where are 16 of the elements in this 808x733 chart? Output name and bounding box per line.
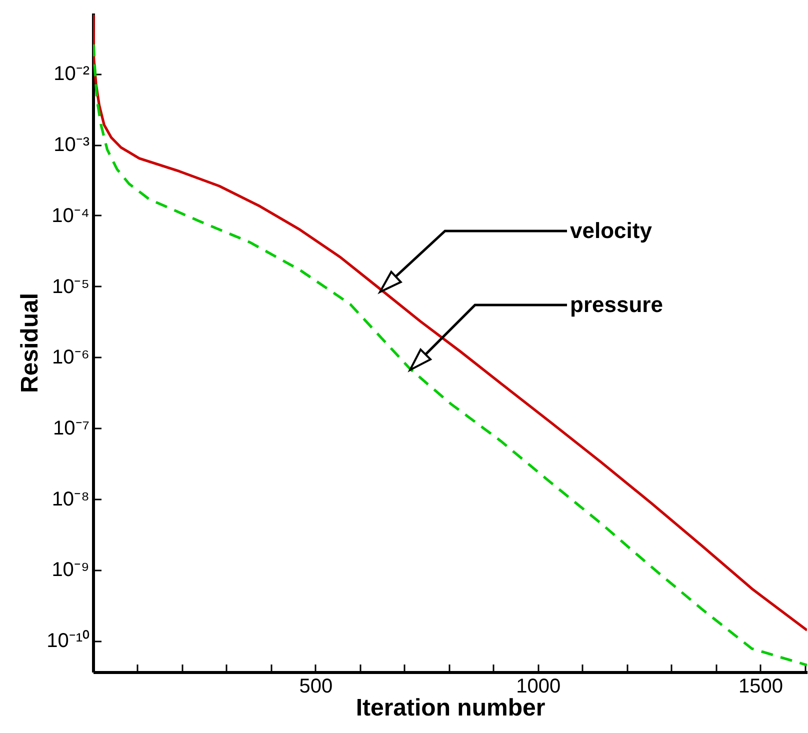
y-tick-label: 10⁻⁵ — [52, 276, 90, 298]
y-tick-label: 10⁻⁷ — [53, 418, 90, 440]
y-tick-label: 10⁻⁹ — [52, 559, 90, 582]
x-tick-label: 1000 — [516, 676, 561, 698]
y-tick-label: 10⁻¹⁰ — [46, 629, 90, 652]
annotation: velocity — [570, 218, 653, 243]
annotation: pressure — [570, 292, 663, 317]
y-tick-label: 10⁻⁶ — [52, 346, 90, 369]
x-tick-label: 500 — [299, 676, 333, 698]
x-tick-label: 1500 — [738, 676, 784, 698]
y-tick-label: 10⁻³ — [54, 134, 90, 156]
y-tick-label: 10⁻⁴ — [52, 204, 90, 227]
x-axis-title: Iteration number — [356, 694, 546, 722]
y-axis-title: Residual — [16, 292, 44, 394]
y-tick-label: 10⁻⁸ — [52, 488, 90, 510]
y-tick-label: 10⁻² — [54, 63, 90, 86]
